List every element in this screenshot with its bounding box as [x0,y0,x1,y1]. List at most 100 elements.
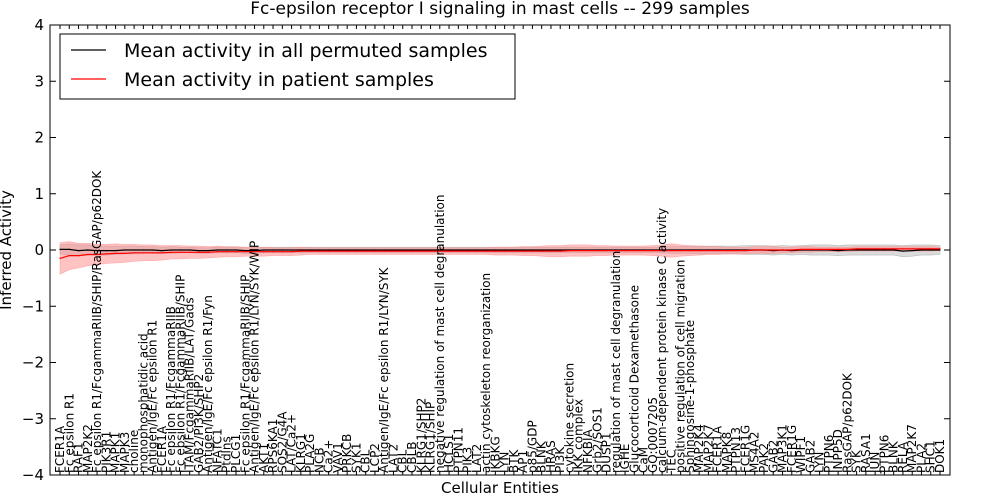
entity-label: NFATC1 [211,428,225,473]
entity-label: IGHE [618,444,632,473]
entity-label: Ca2+ [322,440,336,473]
permuted-point [263,249,265,251]
patient-point [355,250,357,252]
entity-label: GAB2/PI3K/SHP2 [192,374,206,473]
patient-point [504,250,506,252]
patient-point [272,251,274,253]
permuted-point [939,249,941,251]
entity-label: Antigen/IgE/Fc epsilon R1/LYN/SYK/WIP [248,241,262,473]
entity-label: CaM [637,447,651,473]
entity-label: Ptdlns [220,436,234,473]
patient-point [439,250,441,252]
permuted-point [420,249,422,251]
permuted-point [883,249,886,251]
permuted-point [281,249,283,251]
entity-label: TEC [664,450,678,474]
entity-label: GO:0007205 [646,397,660,473]
entity-label: RASA1 [859,433,873,473]
entity-label: actin cytoskeleton reorganization [479,273,493,473]
permuted-point [133,249,135,251]
patient-point [281,251,283,253]
patient-point [328,250,330,252]
permuted-point [152,249,154,251]
patient-point [235,251,237,253]
entity-label: FCER1G [739,425,753,473]
patient-point [467,250,469,252]
permuted-point [68,248,70,250]
patient-point [763,249,765,251]
entity-label: p85/GDP [525,420,539,473]
patient-point [800,248,802,250]
permuted-point [559,249,561,251]
entity-label: Sphingosine-1-phosphate [683,320,697,473]
patient-point [457,250,459,252]
patient-point [846,248,849,250]
entity-label: RasGAP/p62DOK [840,372,854,473]
patient-point [781,249,784,251]
entity-label: LYN [813,452,827,473]
legend: Mean activity in all permuted samples Me… [59,33,516,100]
patient-point [717,250,719,252]
permuted-point [124,249,126,251]
entity-label: calcium-dependent protein kinase C activ… [655,208,669,473]
entity-label: Fc epsilon R1/FcgammaRIIB/SHIP/RasGAP/p6… [90,170,104,473]
patient-point [68,255,70,257]
y-tick-label: 1 [34,185,44,203]
permuted-point [392,249,395,251]
patient-point [605,250,608,252]
patient-point [680,250,682,252]
permuted-point [207,250,209,252]
permuted-point [253,250,256,252]
permuted-point [337,249,339,251]
entity-label: LAT2 [470,444,484,473]
patient-point [494,250,496,252]
patient-point [615,250,617,252]
patient-point [754,249,756,251]
y-tick-label: −1 [22,297,44,315]
entity-label: Fc epsilon R1 [62,393,76,473]
y-tick-label: 2 [34,129,44,147]
entity-label: PAK2 [757,443,771,473]
entity-label: KLRG1/SHP2 [414,398,428,473]
permuted-point [318,249,320,251]
entity-label: regulation of mast cell degranulation [609,251,623,473]
patient-point [392,250,395,252]
patient-point [142,252,144,254]
entity-label: monophosphatidic acid [136,333,150,473]
patient-point [152,252,154,254]
entity-label: FCER1A [711,425,725,473]
patient-point [365,250,367,252]
permuted-point [439,249,441,251]
permuted-point [893,249,895,251]
patient-point [559,250,561,252]
entity-label: DOK1 [933,439,947,473]
permuted-point [402,249,404,251]
patient-point [828,248,830,250]
patient-point [124,252,126,254]
patient-point [337,250,339,252]
permuted-point [77,250,80,252]
entity-label: Grb2/SOS1 [590,407,604,473]
entity-label: cytokine secretion [563,363,577,473]
patient-point [633,250,635,252]
permuted-point [235,249,237,251]
entity-label: MAP2K7 [905,424,919,473]
entity-label: PTPN6 [877,435,891,473]
permuted-point [522,249,524,251]
permuted-point [383,249,385,251]
permuted-point [244,250,246,252]
permuted-point [920,249,923,251]
entity-label: PI3K [553,446,567,473]
permuted-point [179,249,181,251]
entity-label: negative regulation of mast cell degranu… [433,194,447,473]
permuted-point [865,249,867,251]
patient-point [939,248,941,250]
patient-point [624,250,626,252]
patient-point [707,250,710,252]
permuted-point [513,249,515,251]
permuted-point [142,249,144,251]
patient-point [911,248,913,250]
permuted-point [87,249,89,251]
patient-point [318,250,320,252]
patient-point [115,252,117,254]
